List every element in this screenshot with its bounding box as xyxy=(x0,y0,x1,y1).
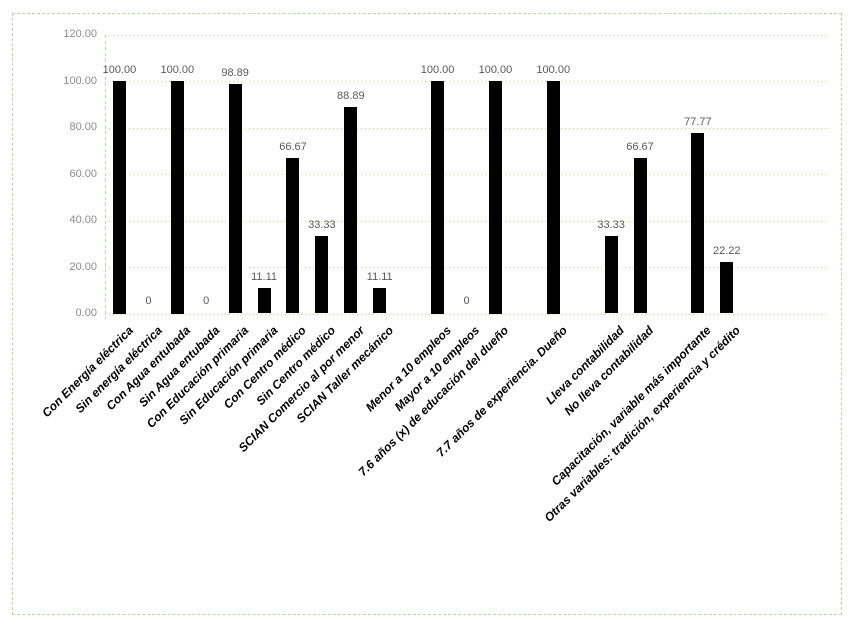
bar xyxy=(633,158,647,314)
bar-value-label: 100.00 xyxy=(160,64,195,76)
category-label: Otras variables: tradición, experiencia … xyxy=(541,323,743,525)
y-axis-tick-label: 100.00 xyxy=(63,74,97,87)
bar xyxy=(373,287,387,314)
gridline xyxy=(105,220,828,222)
bar xyxy=(286,158,300,314)
y-axis-tick-label: 120.00 xyxy=(63,28,97,40)
bar-value-label: 33.33 xyxy=(308,219,336,231)
bar-value-label: 100.00 xyxy=(536,64,571,76)
y-axis-tick-label: 40.00 xyxy=(69,214,97,226)
bar-value-label: 0 xyxy=(203,294,210,307)
gridline xyxy=(105,267,828,268)
bar-value-label: 77.77 xyxy=(684,115,712,128)
bar-value-label: 100.00 xyxy=(102,64,137,76)
y-axis-tick-label: 80.00 xyxy=(69,121,97,133)
bar-value-label: 98.89 xyxy=(221,66,249,79)
bar xyxy=(546,81,560,314)
bar xyxy=(691,132,705,314)
gridline xyxy=(105,313,828,315)
bar xyxy=(604,236,618,314)
bar xyxy=(112,81,126,314)
bar xyxy=(720,261,734,314)
bar-value-label: 100.00 xyxy=(478,64,513,76)
bar-value-label: 33.33 xyxy=(597,219,625,231)
gridline xyxy=(105,81,828,82)
y-axis-line xyxy=(105,34,106,319)
bar-value-label: 22.22 xyxy=(713,244,741,257)
gridline xyxy=(105,127,828,129)
bar xyxy=(315,236,329,314)
bar-value-label: 88.89 xyxy=(337,89,365,102)
bar xyxy=(170,81,184,314)
gridline xyxy=(105,34,828,36)
bar-value-label: 66.67 xyxy=(626,141,654,154)
y-axis-tick-label: 60.00 xyxy=(69,167,97,180)
bar-value-label: 11.11 xyxy=(251,270,277,283)
bar xyxy=(228,83,242,314)
bar xyxy=(488,81,502,314)
bar-value-label: 66.67 xyxy=(279,141,307,154)
bar-value-label: 0 xyxy=(463,294,470,307)
bar xyxy=(257,287,271,314)
bar-value-label: 11.11 xyxy=(366,270,393,283)
bar xyxy=(344,106,358,314)
y-axis-tick-label: 20.00 xyxy=(69,260,97,273)
bar-value-label: 0 xyxy=(145,294,152,307)
y-axis-tick-label: 0.00 xyxy=(75,307,97,319)
gridline xyxy=(105,174,828,175)
bar-value-label: 100.00 xyxy=(420,64,455,76)
bar xyxy=(431,81,445,314)
